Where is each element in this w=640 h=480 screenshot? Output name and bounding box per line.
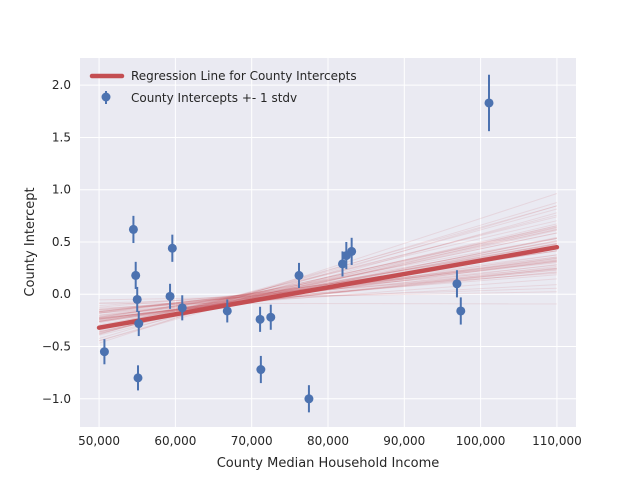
- y-axis-label: County Intercept: [23, 187, 38, 296]
- data-point: [347, 246, 357, 256]
- posterior-sample-line: [99, 271, 557, 314]
- data-point: [132, 294, 142, 304]
- data-point: [165, 291, 175, 301]
- posterior-sample-line: [99, 267, 557, 319]
- y-tick-label: 0.0: [52, 287, 71, 301]
- data-point: [167, 243, 177, 253]
- posterior-sample-line: [99, 256, 557, 313]
- posterior-sample-line: [98, 243, 558, 323]
- x-tick-label: 110,000: [532, 434, 582, 448]
- posterior-sample-line: [98, 237, 558, 322]
- x-tick-label: 80,000: [307, 434, 349, 448]
- data-point: [294, 270, 304, 280]
- y-tick-labels: −1.0 −0.5 0.0 0.5 1.0 1.5 2.0: [42, 78, 71, 406]
- posterior-sample-line: [99, 257, 557, 323]
- posterior-sample-line: [99, 260, 557, 320]
- posterior-sample-line: [99, 269, 557, 311]
- x-tick-labels: 50,000 60,000 70,000 80,000 90,000 100,000 110…: [78, 434, 582, 448]
- regression-mean-line: [96, 244, 560, 330]
- x-tick-label: 100,000: [456, 434, 506, 448]
- posterior-sample-line: [99, 287, 557, 304]
- data-point: [456, 306, 466, 316]
- data-point: [452, 279, 462, 289]
- posterior-sample-line: [98, 225, 558, 329]
- data-point: [337, 259, 347, 269]
- posterior-sample-line: [99, 274, 557, 311]
- data-point: [222, 306, 232, 316]
- data-points: [99, 74, 494, 413]
- posterior-sample-line: [99, 278, 557, 314]
- posterior-sample-line: [98, 193, 558, 344]
- data-point: [131, 270, 141, 280]
- data-point: [99, 347, 109, 357]
- y-tick-label: 1.5: [52, 130, 71, 144]
- posterior-sample-line: [98, 212, 558, 342]
- posterior-sample-line: [99, 254, 557, 314]
- posterior-sample-line: [99, 245, 557, 318]
- posterior-sample-line: [98, 227, 558, 327]
- posterior-sample-line: [99, 269, 557, 319]
- x-axis-label: County Median Household Income: [217, 456, 440, 471]
- posterior-sample-line: [98, 243, 558, 326]
- data-point: [255, 314, 265, 324]
- posterior-sample-line: [98, 226, 558, 328]
- posterior-sample-line: [99, 265, 557, 321]
- data-point: [256, 365, 266, 375]
- y-tick-label: 2.0: [52, 78, 71, 92]
- data-point: [266, 312, 276, 322]
- posterior-sample-line: [99, 291, 557, 301]
- legend-line-label: Regression Line for County Intercepts: [131, 69, 357, 83]
- data-point: [134, 319, 144, 329]
- x-tick-label: 50,000: [78, 434, 120, 448]
- data-point: [177, 303, 187, 313]
- data-point: [133, 373, 143, 383]
- x-tick-label: 60,000: [154, 434, 196, 448]
- x-tick-label: 90,000: [383, 434, 425, 448]
- posterior-sample-line: [98, 242, 558, 324]
- posterior-sample-line: [98, 205, 558, 342]
- posterior-sample-line: [99, 260, 557, 320]
- y-tick-label: 0.5: [52, 235, 71, 249]
- y-tick-label: −1.0: [42, 392, 71, 406]
- posterior-sample-line: [99, 302, 557, 305]
- posterior-sample-line: [98, 220, 558, 329]
- data-point: [304, 394, 314, 404]
- posterior-sample-line: [99, 263, 557, 320]
- legend-points-label: County Intercepts +- 1 stdv: [131, 91, 297, 105]
- regression-line: [96, 244, 560, 330]
- data-point: [484, 98, 494, 108]
- x-tick-label: 70,000: [231, 434, 273, 448]
- posterior-sample-line: [98, 229, 558, 329]
- posterior-sample-line: [99, 284, 557, 309]
- y-tick-label: 1.0: [52, 183, 71, 197]
- posterior-sample-line: [98, 216, 558, 331]
- grid: [80, 58, 576, 427]
- data-point: [128, 224, 138, 234]
- y-tick-label: −0.5: [42, 340, 71, 354]
- posterior-sample-line: [99, 268, 557, 319]
- posterior-sample-line: [98, 226, 558, 336]
- legend-point-swatch: [101, 92, 111, 102]
- posterior-sample-line: [99, 271, 557, 316]
- posterior-sample-line: [98, 241, 558, 320]
- legend: Regression Line for County Intercepts Co…: [89, 69, 357, 105]
